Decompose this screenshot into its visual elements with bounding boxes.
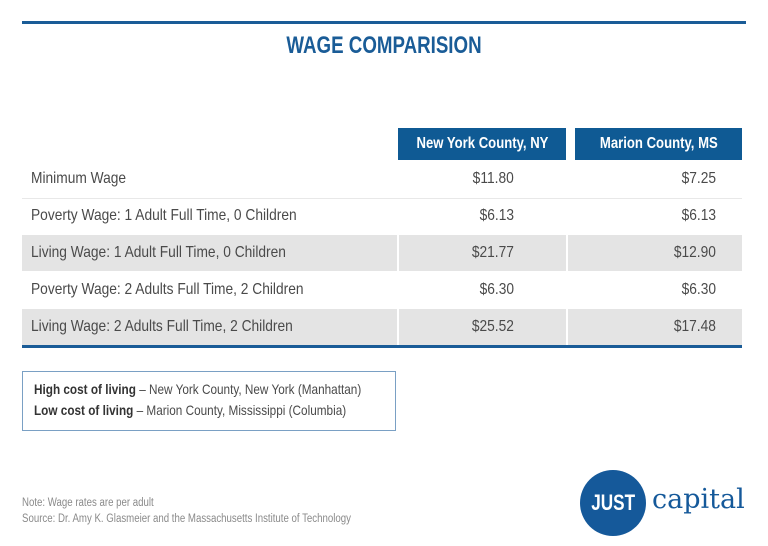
row-divider: [22, 198, 742, 199]
row-label: Living Wage: 2 Adults Full Time, 2 Child…: [31, 318, 293, 335]
value-marion: $7.25: [681, 170, 716, 187]
value-new-york: $6.13: [479, 207, 514, 224]
row-shade: [22, 309, 397, 345]
row-label: Living Wage: 1 Adult Full Time, 0 Childr…: [31, 244, 286, 261]
row-label: Poverty Wage: 1 Adult Full Time, 0 Child…: [31, 207, 297, 224]
legend-low-label: Low cost of living: [34, 402, 134, 418]
just-capital-logo: JUST capital: [580, 470, 750, 536]
table-row: Poverty Wage: 1 Adult Full Time, 0 Child…: [22, 198, 742, 234]
row-shade: [399, 235, 566, 271]
cost-of-living-legend: High cost of living – New York County, N…: [22, 371, 396, 431]
page-title: WAGE COMPARISION: [286, 32, 482, 59]
top-rule: [22, 21, 746, 24]
table-row: Poverty Wage: 2 Adults Full Time, 2 Chil…: [22, 272, 742, 308]
row-shade: [568, 309, 742, 345]
table-row: Living Wage: 2 Adults Full Time, 2 Child…: [22, 309, 742, 345]
value-marion: $12.90: [673, 244, 716, 261]
value-marion: $6.13: [681, 207, 716, 224]
table-bottom-rule: [22, 345, 742, 348]
source-note: Source: Dr. Amy K. Glasmeier and the Mas…: [22, 513, 351, 525]
logo-circle-text: JUST: [591, 490, 635, 515]
logo-circle-icon: JUST: [580, 470, 646, 536]
row-label: Poverty Wage: 2 Adults Full Time, 2 Chil…: [31, 281, 304, 298]
table-row: Minimum Wage $11.80 $7.25: [22, 161, 742, 197]
column-header-new-york: New York County, NY: [398, 128, 566, 160]
row-shade: [399, 309, 566, 345]
legend-low-text: – Marion County, Mississippi (Columbia): [133, 402, 347, 418]
row-shade: [22, 235, 397, 271]
value-new-york: $6.30: [479, 281, 514, 298]
footnote: Note: Wage rates are per adult: [22, 497, 154, 509]
value-marion: $17.48: [673, 318, 716, 335]
value-marion: $6.30: [681, 281, 716, 298]
value-new-york: $21.77: [471, 244, 514, 261]
value-new-york: $11.80: [472, 170, 514, 187]
row-shade: [568, 235, 742, 271]
row-label: Minimum Wage: [31, 170, 127, 187]
legend-high-text: – New York County, New York (Manhattan): [135, 381, 362, 397]
logo-wordmark: capital: [652, 484, 745, 515]
value-new-york: $25.52: [471, 318, 514, 335]
legend-low: Low cost of living – Marion County, Miss…: [34, 402, 346, 418]
column-header-marion: Marion County, MS: [575, 128, 742, 160]
column-header-label: New York County, NY: [416, 135, 548, 152]
legend-high-label: High cost of living: [34, 381, 136, 397]
column-header-label: Marion County, MS: [599, 135, 718, 152]
legend-high: High cost of living – New York County, N…: [34, 381, 361, 397]
table-row: Living Wage: 1 Adult Full Time, 0 Childr…: [22, 235, 742, 271]
